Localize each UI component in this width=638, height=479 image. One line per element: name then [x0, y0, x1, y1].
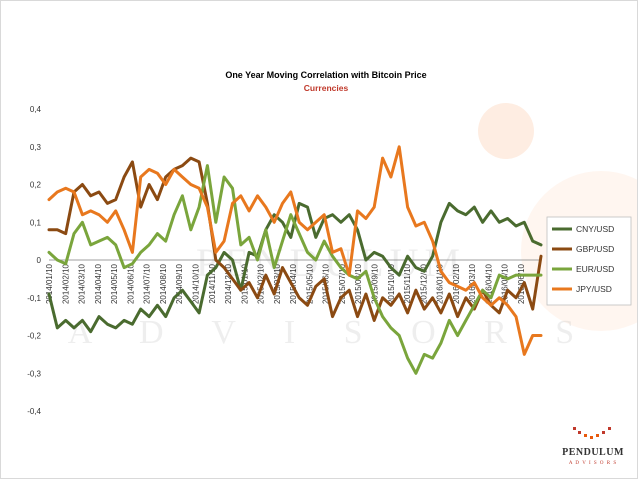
- x-tick-label: 2014/07/10: [143, 263, 152, 304]
- chart-subtitle: Currencies: [304, 83, 349, 93]
- series-line-cny-usd: [47, 201, 543, 334]
- x-tick-label: 2015/09/10: [371, 263, 380, 304]
- x-tick-label: 2016/04/10: [484, 263, 493, 304]
- x-tick-label: 2016/01/10: [436, 263, 445, 304]
- series-line-gbp-usd: [47, 156, 543, 322]
- y-tick-label: -0,4: [27, 407, 41, 416]
- x-tick-label: 2015/12/10: [419, 263, 428, 304]
- legend: CNY/USD GBP/USD EUR/USD JPY/USD: [546, 216, 632, 306]
- x-tick-label: 2014/09/10: [175, 263, 184, 304]
- x-tick-label: 2014/01/10: [45, 263, 54, 304]
- decor-circle-1: [478, 103, 534, 159]
- x-tick-label: 2015/10/10: [387, 263, 396, 304]
- legend-label: JPY/USD: [576, 284, 612, 294]
- logo-sub: A D V I S O R S: [569, 461, 617, 466]
- series-group: [47, 145, 543, 375]
- x-tick-label: 2015/07/10: [338, 263, 347, 304]
- x-tick-label: 2014/04/10: [94, 263, 103, 304]
- series-line-eur-usd: [47, 164, 543, 375]
- x-tick-label: 2014/06/10: [126, 263, 135, 304]
- x-tick-label: 2015/08/10: [354, 263, 363, 304]
- x-tick-label: 2014/12/10: [224, 263, 233, 304]
- y-tick-label: 0,1: [30, 218, 42, 227]
- x-tick-label: 2016/02/10: [452, 263, 461, 304]
- series-line-jpy-usd: [47, 145, 543, 356]
- y-tick-label: 0,4: [30, 105, 42, 114]
- brand-logo: PENDULUM A D V I S O R S: [562, 427, 624, 466]
- chart-title: One Year Moving Correlation with Bitcoin…: [225, 70, 426, 80]
- x-tick-label: 2015/01/10: [240, 263, 249, 304]
- x-tick-label: 2016/05/10: [501, 263, 510, 304]
- x-tick-label: 2014/11/10: [208, 263, 217, 303]
- x-tick-label: 2014/02/10: [61, 263, 70, 304]
- x-tick-label: 2014/08/10: [159, 263, 168, 304]
- watermark-bottom: A D V I S O R S: [68, 314, 594, 351]
- x-tick-label: 2015/11/10: [403, 263, 412, 303]
- logo-mark: [573, 427, 611, 439]
- y-tick-label: 0: [37, 256, 42, 265]
- y-tick-label: 0,3: [30, 143, 42, 152]
- y-tick-label: 0,2: [30, 181, 42, 190]
- x-tick-label: 2014/05/10: [110, 263, 119, 304]
- y-tick-label: -0,3: [27, 369, 41, 378]
- logo-name: PENDULUM: [562, 447, 624, 458]
- x-tick-label: 2016/06/10: [517, 263, 526, 304]
- y-axis: 0,4 0,3 0,2 0,1 0 -0,1 -0,2 -0,3 -0,4: [27, 105, 41, 416]
- legend-label: EUR/USD: [576, 264, 614, 274]
- y-tick-label: -0,1: [27, 294, 41, 303]
- x-tick-label: 2014/03/10: [78, 263, 87, 304]
- y-tick-label: -0,2: [27, 332, 41, 341]
- x-tick-label: 2015/04/10: [289, 263, 298, 304]
- x-tick-label: 2014/10/10: [191, 263, 200, 304]
- legend-label: CNY/USD: [576, 224, 614, 234]
- x-tick-label: 2015/05/10: [305, 263, 314, 304]
- legend-label: GBP/USD: [576, 244, 614, 254]
